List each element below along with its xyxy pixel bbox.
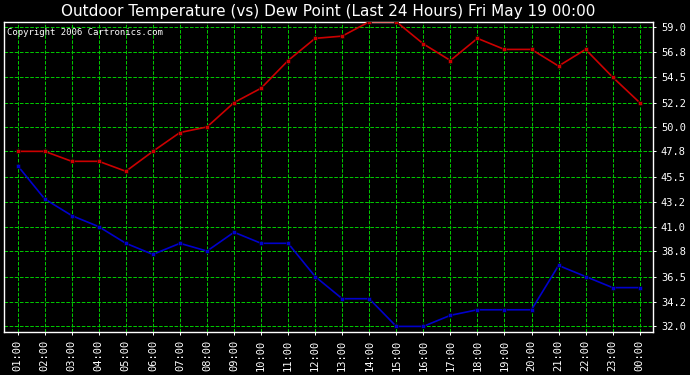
Title: Outdoor Temperature (vs) Dew Point (Last 24 Hours) Fri May 19 00:00: Outdoor Temperature (vs) Dew Point (Last… — [61, 4, 596, 19]
Text: Copyright 2006 Cartronics.com: Copyright 2006 Cartronics.com — [8, 28, 164, 37]
